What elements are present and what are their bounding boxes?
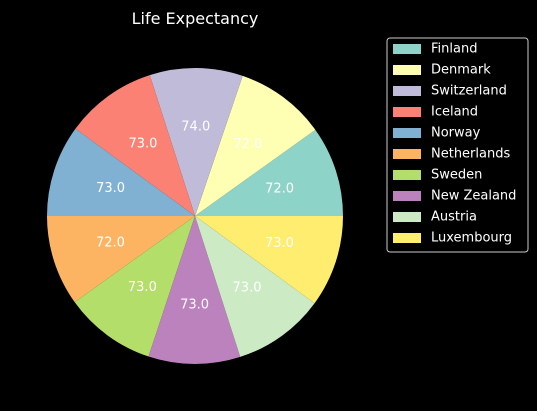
slice-value-label-luxembourg: 73.0	[265, 236, 294, 251]
pie-slice-austria	[195, 216, 315, 357]
legend-swatch-luxembourg	[393, 233, 421, 243]
legend-label-switzerland: Switzerland	[431, 84, 507, 99]
slice-value-label-austria: 73.0	[233, 280, 262, 295]
pie-slice-new-zealand	[148, 216, 241, 364]
legend-swatch-iceland	[393, 107, 421, 117]
pie-slice-switzerland	[149, 68, 243, 216]
legend-label-denmark: Denmark	[431, 63, 491, 78]
legend-label-luxembourg: Luxembourg	[431, 231, 512, 246]
legend-label-sweden: Sweden	[431, 168, 482, 183]
slice-value-label-switzerland: 74.0	[181, 120, 210, 135]
pie-value-labels: 72.0 72.0 74.0 73.0 73.0 72.0 73.0 73.0 73.0 73.0	[96, 120, 294, 313]
slice-value-label-iceland: 73.0	[129, 137, 158, 152]
pie-slice-norway	[47, 128, 195, 216]
legend-swatch-sweden	[393, 170, 421, 180]
legend-swatch-netherlands	[393, 149, 421, 159]
pie-slice-sweden	[74, 216, 195, 357]
pie-slice-netherlands	[47, 216, 195, 303]
chart-title: Life Expectancy	[132, 9, 259, 28]
legend-label-austria: Austria	[431, 210, 477, 225]
legend-swatch-finland	[393, 44, 421, 54]
legend-swatch-austria	[393, 212, 421, 222]
legend-label-iceland: Iceland	[431, 105, 478, 120]
slice-value-label-denmark: 72.0	[233, 137, 262, 152]
legend-label-finland: Finland	[431, 42, 477, 57]
legend: Finland Denmark Switzerland Iceland Norway Ne…	[386, 37, 529, 253]
legend-swatch-switzerland	[393, 86, 421, 96]
slice-value-label-netherlands: 72.0	[96, 236, 125, 251]
slice-value-label-norway: 73.0	[96, 181, 125, 196]
legend-swatch-denmark	[393, 65, 421, 75]
legend-label-netherlands: Netherlands	[431, 147, 510, 162]
legend-frame	[386, 37, 529, 253]
pie-slices	[47, 68, 343, 364]
pie-slice-luxembourg	[195, 216, 343, 304]
pie-slice-finland	[195, 129, 343, 216]
pie-slice-denmark	[195, 75, 316, 216]
legend-label-norway: Norway	[431, 126, 481, 141]
pie-slice-iceland	[75, 75, 195, 217]
slice-value-label-new-zealand: 73.0	[180, 297, 209, 312]
slice-value-label-finland: 72.0	[265, 181, 294, 196]
slice-value-label-sweden: 73.0	[128, 280, 157, 295]
legend-label-new-zealand: New Zealand	[431, 189, 516, 204]
legend-swatch-norway	[393, 128, 421, 138]
legend-swatch-new-zealand	[393, 191, 421, 201]
